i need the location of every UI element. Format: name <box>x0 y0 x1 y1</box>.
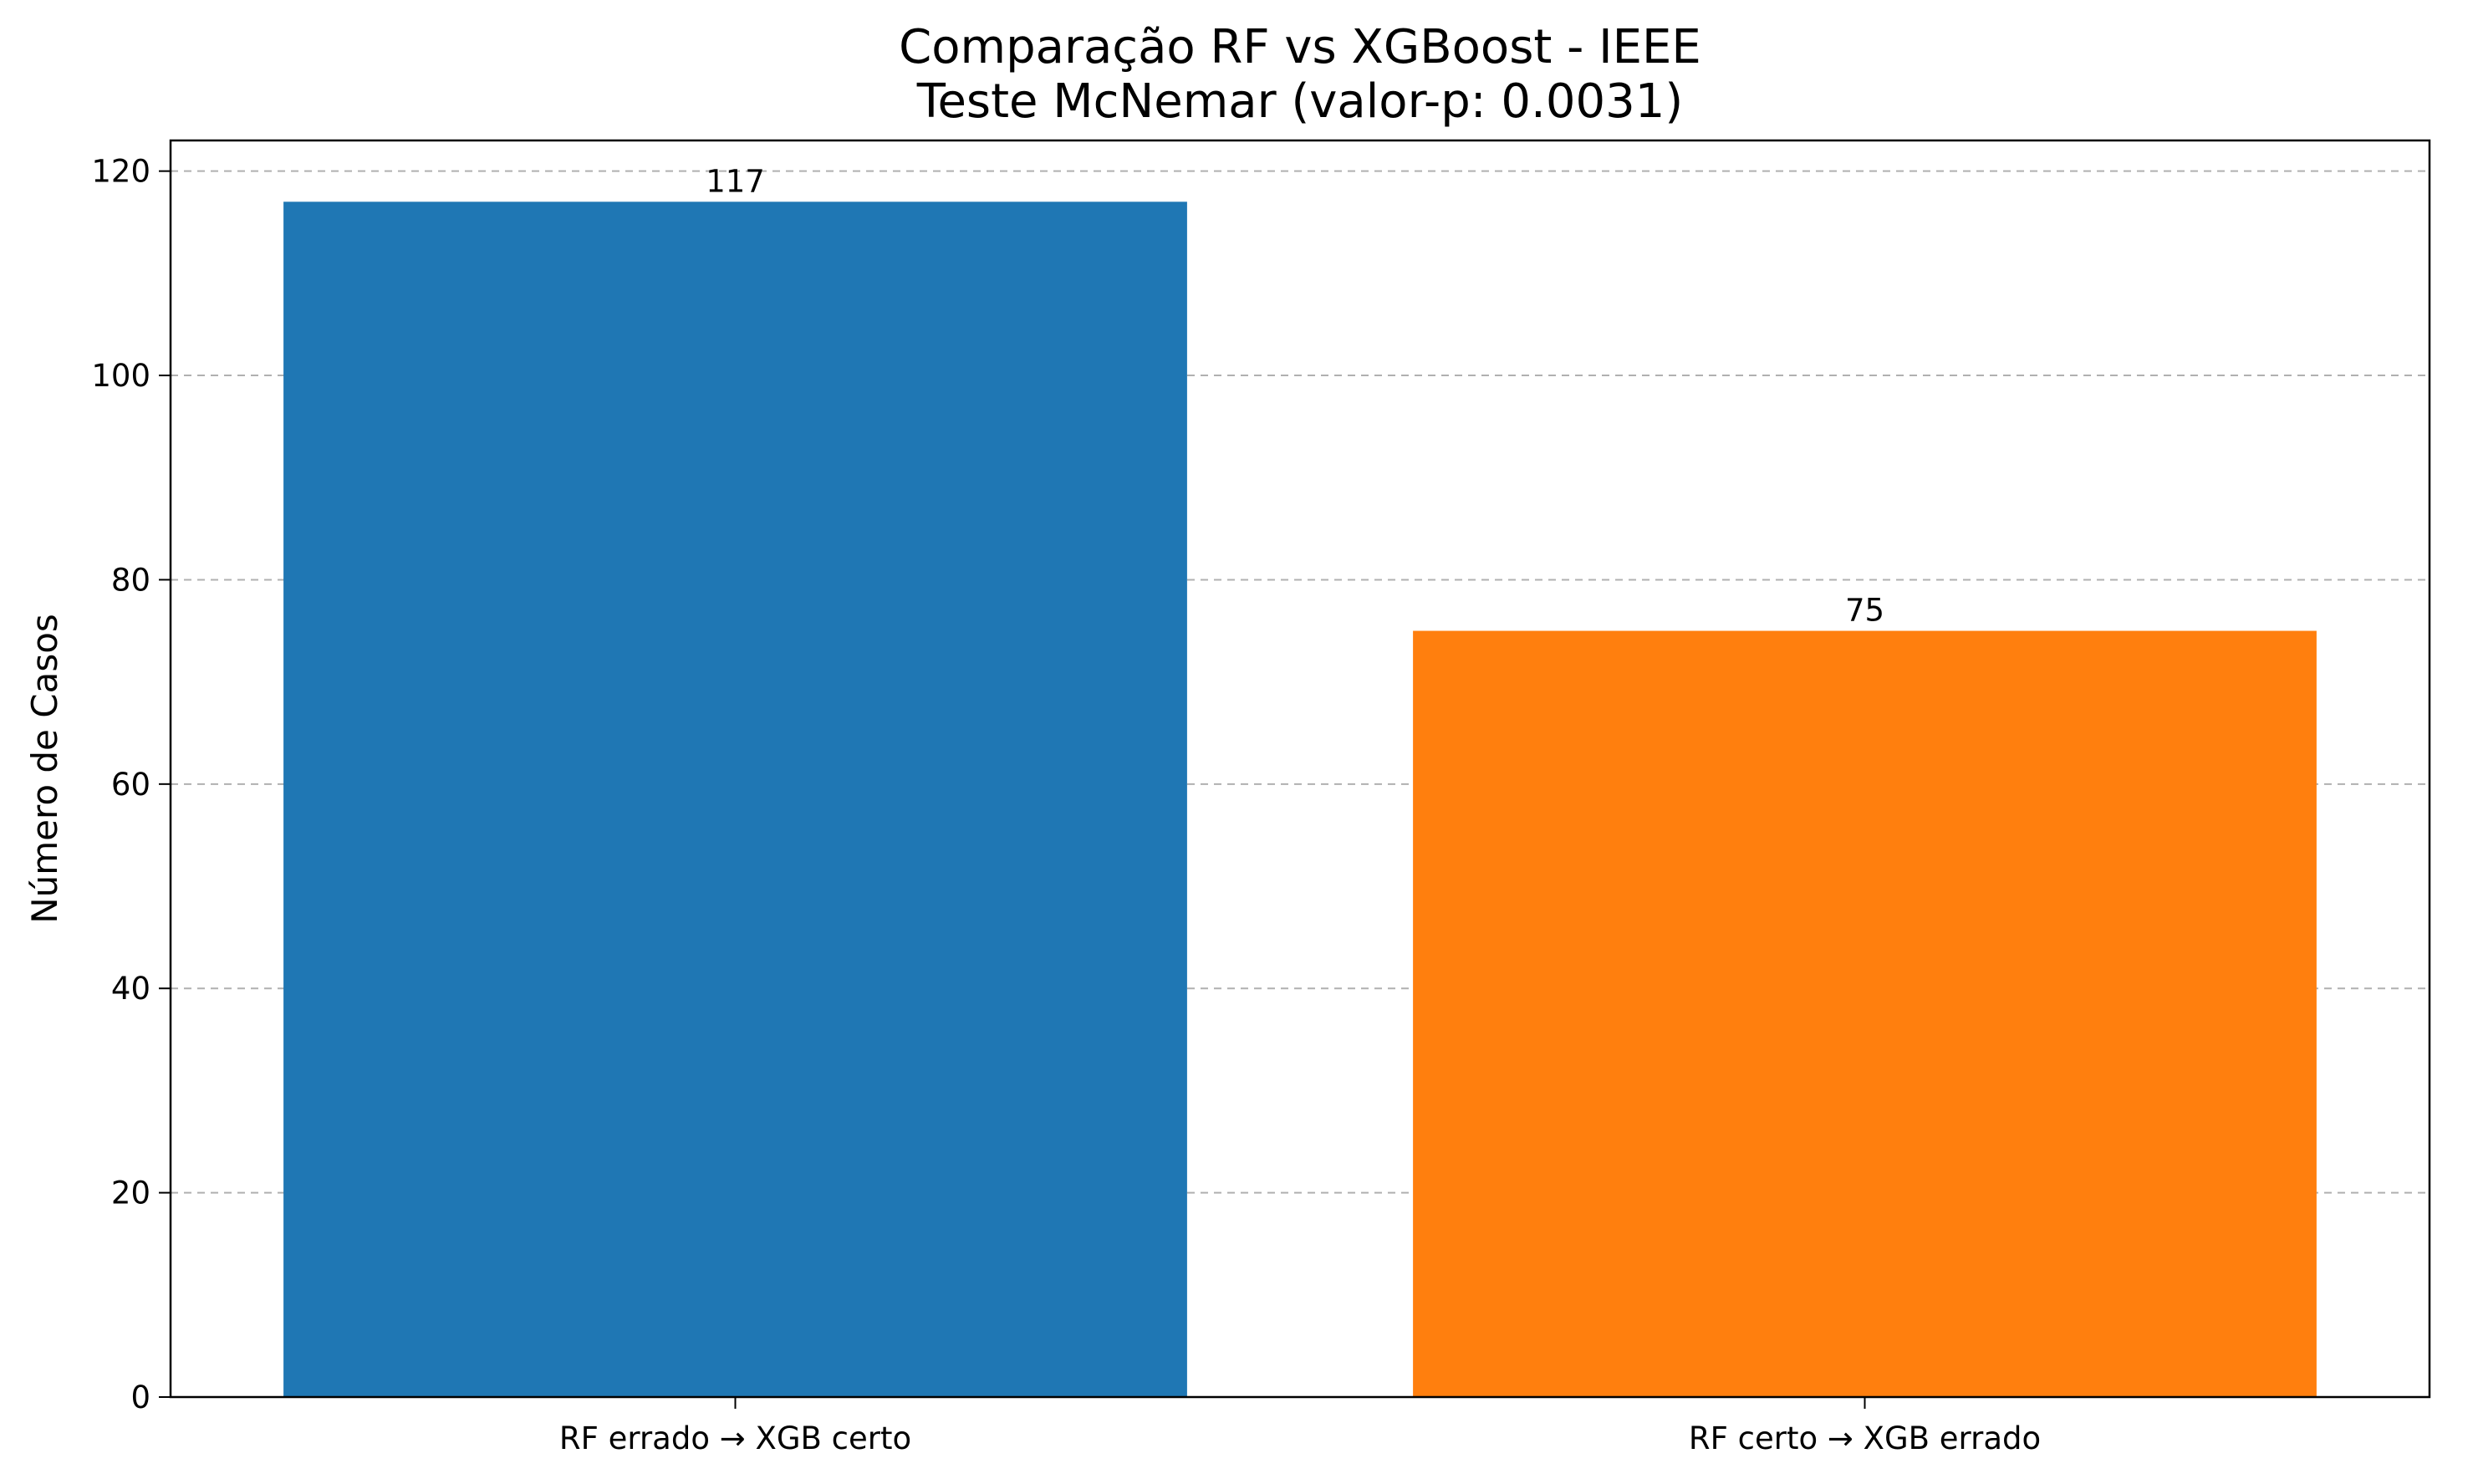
bar <box>283 201 1187 1397</box>
x-tick-label: RF errado → XGB certo <box>559 1420 911 1456</box>
y-tick-label: 40 <box>111 971 150 1007</box>
y-tick-label: 0 <box>130 1379 150 1415</box>
x-tick-label: RF certo → XGB errado <box>1689 1420 2041 1456</box>
x-axis-ticks: RF errado → XGB certo RF certo → XGB erra… <box>559 1397 2041 1456</box>
y-axis-label: Número de Casos <box>24 614 65 924</box>
y-axis-ticks: 0 20 40 60 80 100 120 <box>91 154 171 1415</box>
y-tick-label: 20 <box>111 1175 150 1211</box>
bar <box>1413 630 2317 1397</box>
bar-value-labels: 117 75 <box>706 163 1884 628</box>
bars <box>283 201 2317 1397</box>
bar-value-label: 75 <box>1845 593 1884 629</box>
bar-value-label: 117 <box>706 163 765 199</box>
y-tick-label: 100 <box>91 358 150 394</box>
y-tick-label: 80 <box>111 562 150 598</box>
chart-subtitle: Teste McNemar (valor-p: 0.0031) <box>916 74 1683 129</box>
y-tick-label: 60 <box>111 767 150 803</box>
y-tick-label: 120 <box>91 154 150 190</box>
plot-frame <box>169 139 2431 1399</box>
chart-title: Comparação RF vs XGBoost - IEEE <box>899 20 1701 74</box>
